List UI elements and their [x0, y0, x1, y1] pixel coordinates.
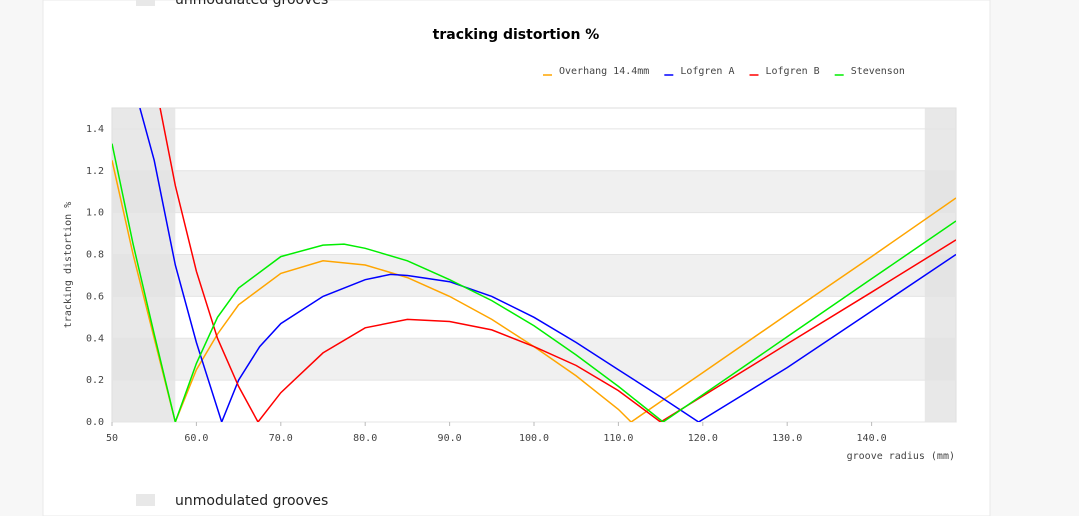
x-tick-label: 140.0 — [857, 433, 887, 444]
y-tick-label: 0.6 — [86, 291, 104, 302]
x-tick-label: 90.0 — [438, 433, 462, 444]
y-tick-label: 0.0 — [86, 417, 104, 428]
x-tick-label: 120.0 — [688, 433, 718, 444]
series-line — [112, 143, 956, 422]
y-tick-label: 1.4 — [86, 124, 104, 135]
legend-label: Lofgren A — [680, 66, 734, 77]
y-tick-label: 0.2 — [86, 375, 104, 386]
x-tick-label: 60.0 — [184, 433, 208, 444]
unmodulated-region — [112, 108, 176, 422]
y-tick-label: 0.8 — [86, 250, 104, 261]
grid-band — [112, 170, 956, 213]
y-tick-label: 0.4 — [86, 333, 104, 344]
grid-band — [112, 254, 956, 297]
x-axis-label: groove radius (mm) — [847, 451, 955, 462]
y-tick-label: 1.2 — [86, 166, 104, 177]
shading-swatch — [136, 0, 155, 6]
x-tick-label: 70.0 — [269, 433, 293, 444]
y-axis-label: tracking distortion % — [63, 202, 74, 328]
x-tick-label: 100.0 — [519, 433, 549, 444]
legend-label: Lofgren B — [766, 66, 820, 77]
legend-label: Overhang 14.4mm — [559, 66, 649, 77]
shading-swatch — [136, 494, 155, 506]
legend-label: Stevenson — [851, 66, 905, 77]
chart-title: tracking distortion % — [433, 27, 600, 43]
grid-band — [112, 338, 956, 381]
shading-note: unmodulated grooves — [175, 493, 328, 509]
x-tick-label: 110.0 — [603, 433, 633, 444]
x-tick-label: 80.0 — [353, 433, 377, 444]
x-tick-label: 130.0 — [772, 433, 802, 444]
shading-note: unmodulated grooves — [175, 0, 328, 8]
x-tick-label: 50 — [106, 433, 118, 444]
y-tick-label: 1.0 — [86, 208, 104, 219]
